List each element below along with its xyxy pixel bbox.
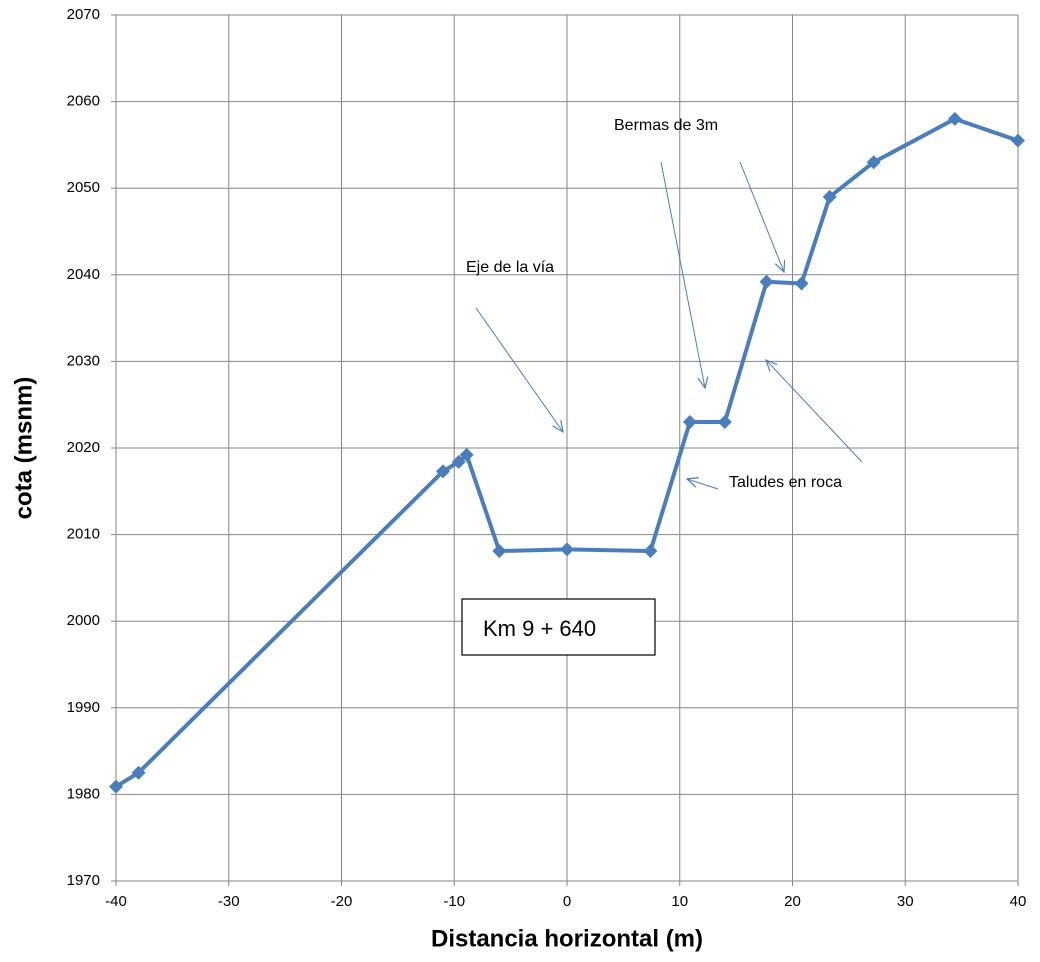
y-tick-label: 2070: [67, 6, 100, 23]
y-tick-label: 2020: [67, 439, 100, 456]
grid: [115, 14, 1019, 882]
data-point: [643, 544, 658, 559]
y-tick-label: 1970: [67, 872, 100, 889]
data-point: [682, 415, 697, 430]
label-box: [461, 598, 656, 656]
data-point: [1011, 133, 1025, 148]
x-tick-label: -20: [331, 893, 353, 910]
annotation: Taludes en roca: [729, 474, 842, 491]
y-tick-label: 1990: [67, 699, 100, 716]
x-tick-label: -40: [105, 893, 127, 910]
y-tick-label: 2030: [67, 352, 100, 369]
series-line: [114, 116, 1019, 789]
x-tick-label: -30: [218, 893, 240, 910]
arrow: [739, 161, 784, 272]
x-axis-title: Distancia horizontal (m): [431, 925, 703, 952]
data-point: [717, 415, 732, 430]
arrow: [475, 307, 563, 432]
y-tick-label: 2000: [67, 612, 100, 629]
arrow: [660, 161, 705, 388]
data-point: [866, 155, 881, 170]
data-point: [459, 447, 474, 462]
x-tick-label: 20: [784, 893, 801, 910]
y-tick-label: 2040: [67, 266, 100, 283]
y-axis-title: cota (msnm): [10, 377, 37, 520]
arrow: [687, 479, 719, 490]
x-tick-label: 30: [897, 893, 914, 910]
x-tick-label: 10: [671, 893, 688, 910]
data-point: [109, 779, 123, 794]
data-point: [759, 274, 774, 289]
data-point: [947, 111, 962, 126]
data-point: [560, 542, 574, 557]
annotation: Eje de la vía: [466, 259, 554, 276]
y-tick-label: 2060: [67, 93, 100, 110]
annotation: Km 9 + 640: [483, 616, 596, 641]
x-tick-label: -10: [443, 893, 465, 910]
annotation: Bermas de 3m: [614, 117, 718, 134]
data-point: [492, 544, 507, 559]
y-tick-label: 2010: [67, 526, 100, 543]
y-tick-label: 2050: [67, 179, 100, 196]
data-point: [451, 454, 466, 469]
data-point: [131, 765, 146, 780]
data-point: [794, 276, 809, 291]
y-tick-label: 1980: [67, 785, 100, 802]
annotation-arrows: [475, 161, 863, 490]
x-tick-label: 40: [1010, 893, 1027, 910]
series: [109, 111, 1025, 794]
x-tick-label: 0: [563, 893, 571, 910]
data-point: [435, 464, 450, 479]
data-point: [822, 189, 837, 204]
arrow: [766, 360, 863, 463]
